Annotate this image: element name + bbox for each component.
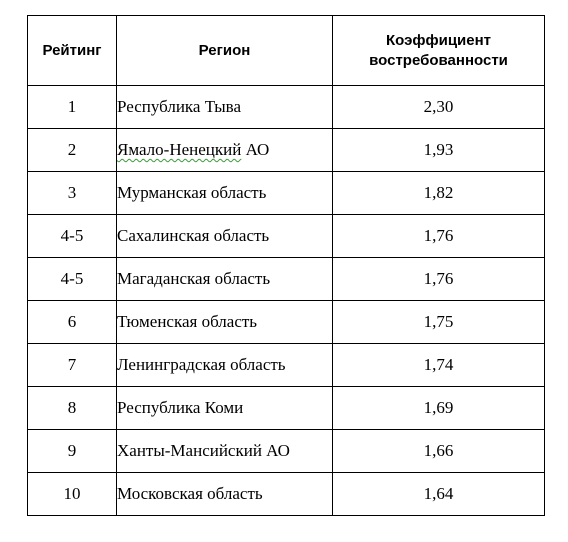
region-suffix: АО <box>241 140 270 159</box>
cell-coefficient: 1,76 <box>332 214 545 258</box>
cell-coefficient: 1,74 <box>332 343 545 387</box>
cell-rank: 10 <box>27 472 117 516</box>
table-row: 4-5 Сахалинская область 1,76 <box>27 214 545 258</box>
header-coefficient-line2: востребованности <box>369 51 508 69</box>
cell-rank: 9 <box>27 429 117 473</box>
table-row: 4-5 Магаданская область 1,76 <box>27 257 545 301</box>
cell-region: Магаданская область <box>116 257 333 301</box>
cell-coefficient: 1,66 <box>332 429 545 473</box>
cell-region: Ленинградская область <box>116 343 333 387</box>
cell-region: Ханты-Мансийский АО <box>116 429 333 473</box>
cell-coefficient: 1,82 <box>332 171 545 215</box>
cell-region: Ямало-Ненецкий АО <box>116 128 333 172</box>
cell-rank: 2 <box>27 128 117 172</box>
cell-region: Республика Тыва <box>116 85 333 129</box>
cell-region: Сахалинская область <box>116 214 333 258</box>
cell-coefficient: 1,93 <box>332 128 545 172</box>
cell-rank: 8 <box>27 386 117 430</box>
table-header: Рейтинг Регион Коэффициент востребованно… <box>27 15 545 86</box>
cell-coefficient: 1,75 <box>332 300 545 344</box>
table-row: 2 Ямало-Ненецкий АО 1,93 <box>27 128 545 172</box>
cell-rank: 6 <box>27 300 117 344</box>
cell-rank: 4-5 <box>27 257 117 301</box>
cell-coefficient: 1,64 <box>332 472 545 516</box>
cell-rank: 3 <box>27 171 117 215</box>
header-coefficient: Коэффициент востребованности <box>332 15 545 86</box>
cell-coefficient: 2,30 <box>332 85 545 129</box>
spellcheck-flagged-word: Ямало-Ненецкий <box>117 140 242 159</box>
cell-rank: 1 <box>27 85 117 129</box>
cell-rank: 4-5 <box>27 214 117 258</box>
cell-region: Республика Коми <box>116 386 333 430</box>
header-row: Рейтинг Регион Коэффициент востребованно… <box>27 15 545 86</box>
table-row: 6 Тюменская область 1,75 <box>27 300 545 344</box>
cell-coefficient: 1,76 <box>332 257 545 301</box>
cell-region: Мурманская область <box>116 171 333 215</box>
header-region: Регион <box>116 15 333 86</box>
table-row: 7 Ленинградская область 1,74 <box>27 343 545 387</box>
table-row: 9 Ханты-Мансийский АО 1,66 <box>27 429 545 473</box>
table-row: 8 Республика Коми 1,69 <box>27 386 545 430</box>
table-row: 10 Московская область 1,64 <box>27 472 545 516</box>
cell-region: Тюменская область <box>116 300 333 344</box>
header-coefficient-line1: Коэффициент <box>385 31 492 49</box>
cell-rank: 7 <box>27 343 117 387</box>
table-row: 3 Мурманская область 1,82 <box>27 171 545 215</box>
cell-region: Московская область <box>116 472 333 516</box>
table-body: 1 Республика Тыва 2,30 2 Ямало-Ненецкий … <box>27 85 545 516</box>
table-row: 1 Республика Тыва 2,30 <box>27 85 545 129</box>
header-rank: Рейтинг <box>27 15 117 86</box>
cell-coefficient: 1,69 <box>332 386 545 430</box>
region-rating-table: Рейтинг Регион Коэффициент востребованно… <box>27 15 545 516</box>
